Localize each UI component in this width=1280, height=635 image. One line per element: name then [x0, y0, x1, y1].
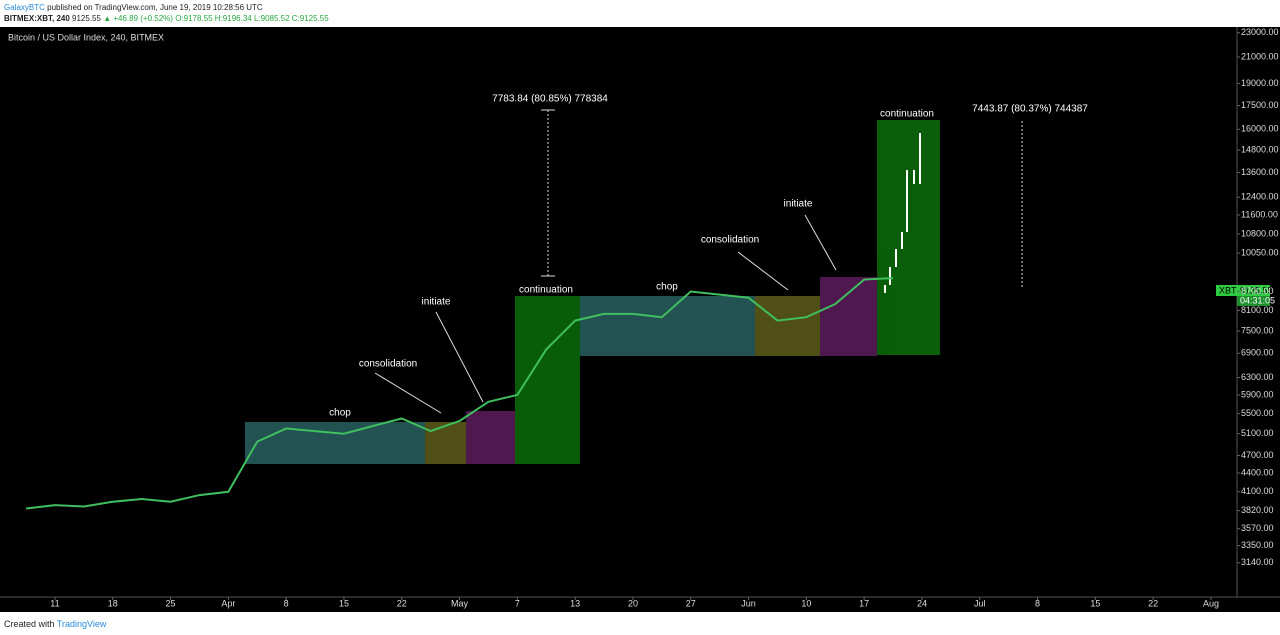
- open: O:9178.55: [175, 14, 213, 23]
- y-tick-label: 5100.00: [1241, 428, 1274, 438]
- pointer: [374, 372, 442, 414]
- x-tick-label: 11: [50, 598, 59, 608]
- publish-line: GalaxyBTC published on TradingView.com, …: [4, 2, 329, 13]
- y-tick-label: 17500.00: [1241, 100, 1279, 110]
- annotation: chop: [329, 408, 351, 419]
- countdown: 04:31:05: [1240, 295, 1275, 305]
- annotation: chop: [656, 282, 678, 293]
- price-tag-symbol: XBT: [1219, 285, 1237, 295]
- x-tick-label: Jun: [741, 598, 756, 608]
- y-tick-label: 10800.00: [1241, 228, 1279, 238]
- measure-label: 7783.84 (80.85%) 778384: [492, 94, 608, 105]
- zone: [580, 296, 755, 356]
- footer-text: Created with: [4, 619, 55, 629]
- annotation: consolidation: [359, 359, 417, 370]
- zone: [515, 296, 580, 464]
- y-tick-label: 4400.00: [1241, 467, 1274, 477]
- x-tick-label: 22: [1148, 598, 1158, 608]
- x-tick-label: Jul: [974, 598, 986, 608]
- y-tick-label: 7500.00: [1241, 325, 1274, 335]
- y-tick-label: 3820.00: [1241, 505, 1274, 515]
- zone: [245, 422, 425, 464]
- y-tick-label: 23000.00: [1241, 27, 1279, 37]
- change: +46.89 (+0.52%): [113, 14, 173, 23]
- pointers: [374, 109, 1023, 414]
- zones: [245, 120, 940, 464]
- y-tick-label: 19000.00: [1241, 78, 1279, 88]
- y-tick-label: 3350.00: [1241, 540, 1274, 550]
- x-tick-label: 8: [1035, 598, 1040, 608]
- x-tick-label: 18: [108, 598, 118, 608]
- y-tick-label: 5900.00: [1241, 389, 1274, 399]
- x-tick-label: Aug: [1203, 598, 1219, 608]
- high: H:9196.34: [214, 14, 252, 23]
- y-tick-label: 10050.00: [1241, 247, 1279, 257]
- annotations: chop consolidation initiate continuation cho…: [329, 94, 1088, 419]
- zone: [755, 296, 820, 356]
- zone: [820, 277, 877, 356]
- y-tick-label: 3570.00: [1241, 523, 1274, 533]
- countdown-tag: [1237, 296, 1270, 306]
- last: 9125.55: [72, 14, 101, 23]
- y-tick-label: 11600.00: [1241, 209, 1278, 219]
- header: GalaxyBTC published on TradingView.com, …: [4, 2, 329, 24]
- annotation: consolidation: [701, 235, 759, 246]
- annotation: continuation: [880, 109, 934, 120]
- y-tick-label: 6300.00: [1241, 372, 1274, 382]
- y-tick-label: 21000.00: [1241, 51, 1279, 61]
- y-tick-label: 6900.00: [1241, 348, 1274, 358]
- zone: [425, 422, 466, 464]
- x-tick-label: 24: [917, 598, 927, 608]
- y-tick-label: 14800.00: [1241, 144, 1279, 154]
- chart-title: Bitcoin / US Dollar Index, 240, BITMEX: [8, 32, 164, 42]
- projection: [884, 133, 921, 293]
- author[interactable]: GalaxyBTC: [4, 3, 45, 12]
- y-tick-label: 3140.00: [1241, 557, 1274, 567]
- zone: [877, 120, 940, 355]
- annotation: continuation: [519, 285, 573, 296]
- x-tick-label: 20: [628, 598, 638, 608]
- x-tick-label: 10: [801, 598, 811, 608]
- y-tick-label: 4100.00: [1241, 486, 1274, 496]
- brand[interactable]: TradingView: [56, 619, 107, 629]
- measure-label: 7443.87 (80.37%) 744387: [972, 104, 1088, 115]
- arrow: ▲: [103, 14, 112, 23]
- quote-line: BITMEX:XBT, 240 9125.55 ▲ +46.89 (+0.52%…: [4, 13, 329, 24]
- x-tick-label: 25: [166, 598, 176, 608]
- price-tag-value: 9125.55: [1240, 285, 1273, 295]
- pointer: [435, 311, 484, 403]
- x-tick-label: 22: [397, 598, 407, 608]
- x-tick-label: 15: [339, 598, 349, 608]
- low: L:9085.52: [253, 14, 290, 23]
- x-tick-label: 27: [686, 598, 696, 608]
- published: published on TradingView.com, June 19, 2…: [47, 3, 263, 12]
- zone: [466, 411, 515, 464]
- x-tick-label: 15: [1090, 598, 1100, 608]
- annotation: initiate: [422, 297, 451, 308]
- y-tick-label: 8100.00: [1241, 305, 1274, 315]
- symbol: BITMEX:XBT, 240: [4, 14, 70, 23]
- x-tick-label: 7: [515, 598, 520, 608]
- y-tick-label: 12400.00: [1241, 192, 1279, 202]
- close: C:9125.55: [291, 14, 329, 23]
- y-tick-label: 13600.00: [1241, 167, 1279, 177]
- annotation: initiate: [784, 199, 813, 210]
- price-tag: [1216, 285, 1270, 296]
- y-tick-label: 8700.00: [1241, 286, 1274, 296]
- chart: Bitcoin / US Dollar Index, 240, BITMEX c…: [0, 27, 1280, 612]
- pointer: [737, 251, 789, 291]
- x-tick-label: Apr: [221, 598, 235, 608]
- x-tick-label: 8: [284, 598, 289, 608]
- y-tick-label: 5500.00: [1241, 408, 1274, 418]
- footer: Created with TradingView: [4, 619, 106, 629]
- x-tick-label: 17: [859, 598, 869, 608]
- pointer: [804, 214, 837, 271]
- price-line: [25, 277, 894, 510]
- y-tick-label: 16000.00: [1241, 124, 1279, 134]
- x-tick-label: 13: [570, 598, 580, 608]
- y-tick-label: 4700.00: [1241, 450, 1274, 460]
- x-tick-label: May: [451, 598, 469, 608]
